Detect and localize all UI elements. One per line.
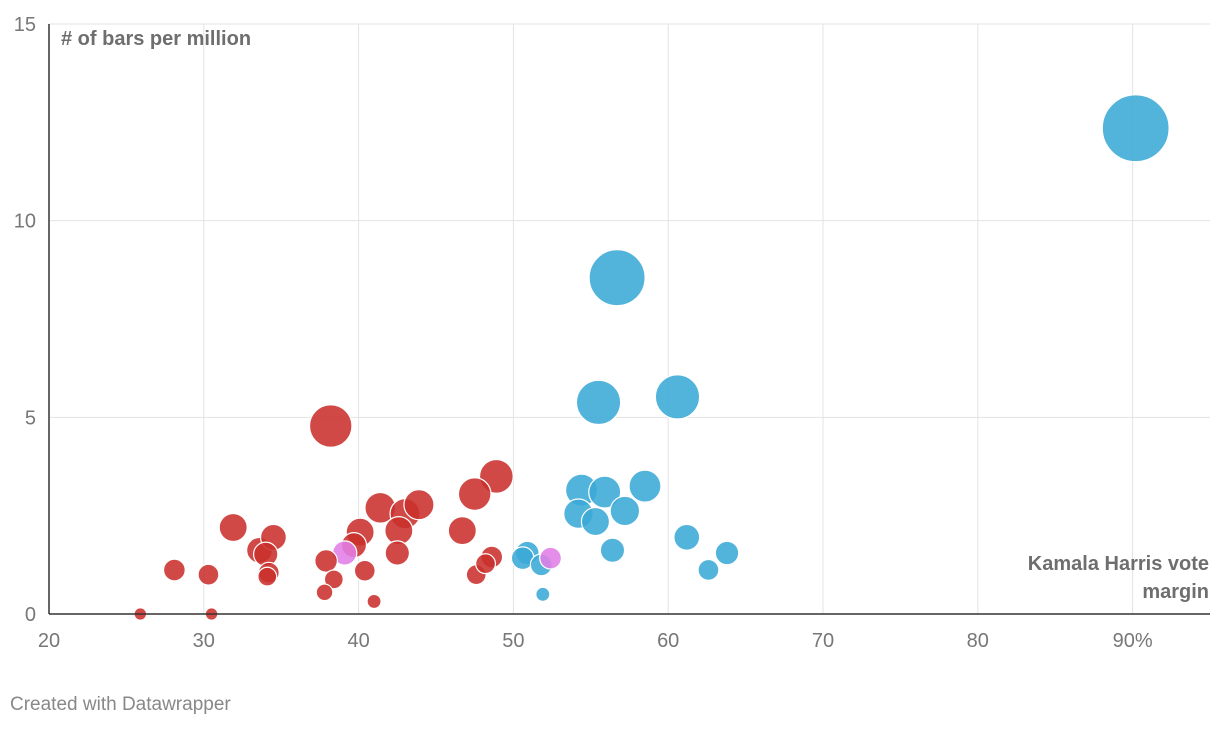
y-axis-title: # of bars per million	[61, 28, 251, 50]
data-point-blue	[588, 249, 646, 307]
data-point-red	[447, 516, 477, 546]
axes	[48, 24, 1210, 615]
y-tick-label: 15	[14, 14, 36, 36]
data-point-red	[475, 553, 497, 575]
data-point-red	[308, 404, 353, 448]
x-axis-title-line: Kamala Harris vote	[1028, 553, 1209, 575]
data-point-red	[257, 566, 278, 587]
data-point-red	[197, 563, 220, 586]
data-point-red	[353, 559, 376, 582]
data-point-red	[366, 593, 382, 610]
data-point-blue	[628, 469, 662, 503]
data-point-blue	[609, 495, 641, 527]
data-point-red	[162, 558, 186, 582]
footer-credit: Created with Datawrapper	[10, 694, 231, 715]
x-axis-title: Kamala Harris vote margin	[1028, 553, 1209, 603]
data-point-purple	[539, 546, 562, 570]
x-tick-label: 20	[38, 630, 60, 652]
data-point-red	[403, 489, 435, 521]
data-point-blue	[654, 374, 701, 420]
data-point-red	[218, 512, 248, 543]
data-point-red	[457, 477, 492, 511]
x-tick-label: 60	[657, 630, 679, 652]
data-point-blue	[580, 506, 611, 537]
x-tick-label: 90%	[1113, 630, 1153, 652]
y-tick-label: 5	[25, 407, 36, 429]
y-tick-label: 10	[14, 211, 36, 233]
data-point-red	[323, 569, 344, 590]
data-points	[133, 94, 1170, 621]
data-point-blue	[1101, 94, 1170, 163]
x-tick-label: 70	[812, 630, 834, 652]
x-tick-label: 50	[502, 630, 524, 652]
data-point-red	[315, 583, 334, 602]
data-point-blue	[535, 586, 551, 602]
data-point-blue	[714, 540, 740, 566]
data-point-blue	[599, 537, 626, 564]
x-tick-label: 80	[967, 630, 989, 652]
grid-lines	[49, 23, 1210, 614]
x-tick-label: 40	[347, 630, 369, 652]
x-tick-label: 30	[193, 630, 215, 652]
data-point-blue	[673, 523, 701, 551]
data-point-blue	[697, 558, 720, 581]
data-point-blue	[575, 379, 622, 426]
y-tick-label: 0	[25, 604, 36, 626]
data-point-red	[314, 549, 338, 573]
data-point-blue	[588, 475, 622, 509]
x-axis-title-line: margin	[1142, 581, 1209, 603]
tick-labels: 0 5 10 15 20 30 40 50 60 70 80 90%	[14, 14, 1153, 652]
data-point-red	[384, 540, 411, 566]
